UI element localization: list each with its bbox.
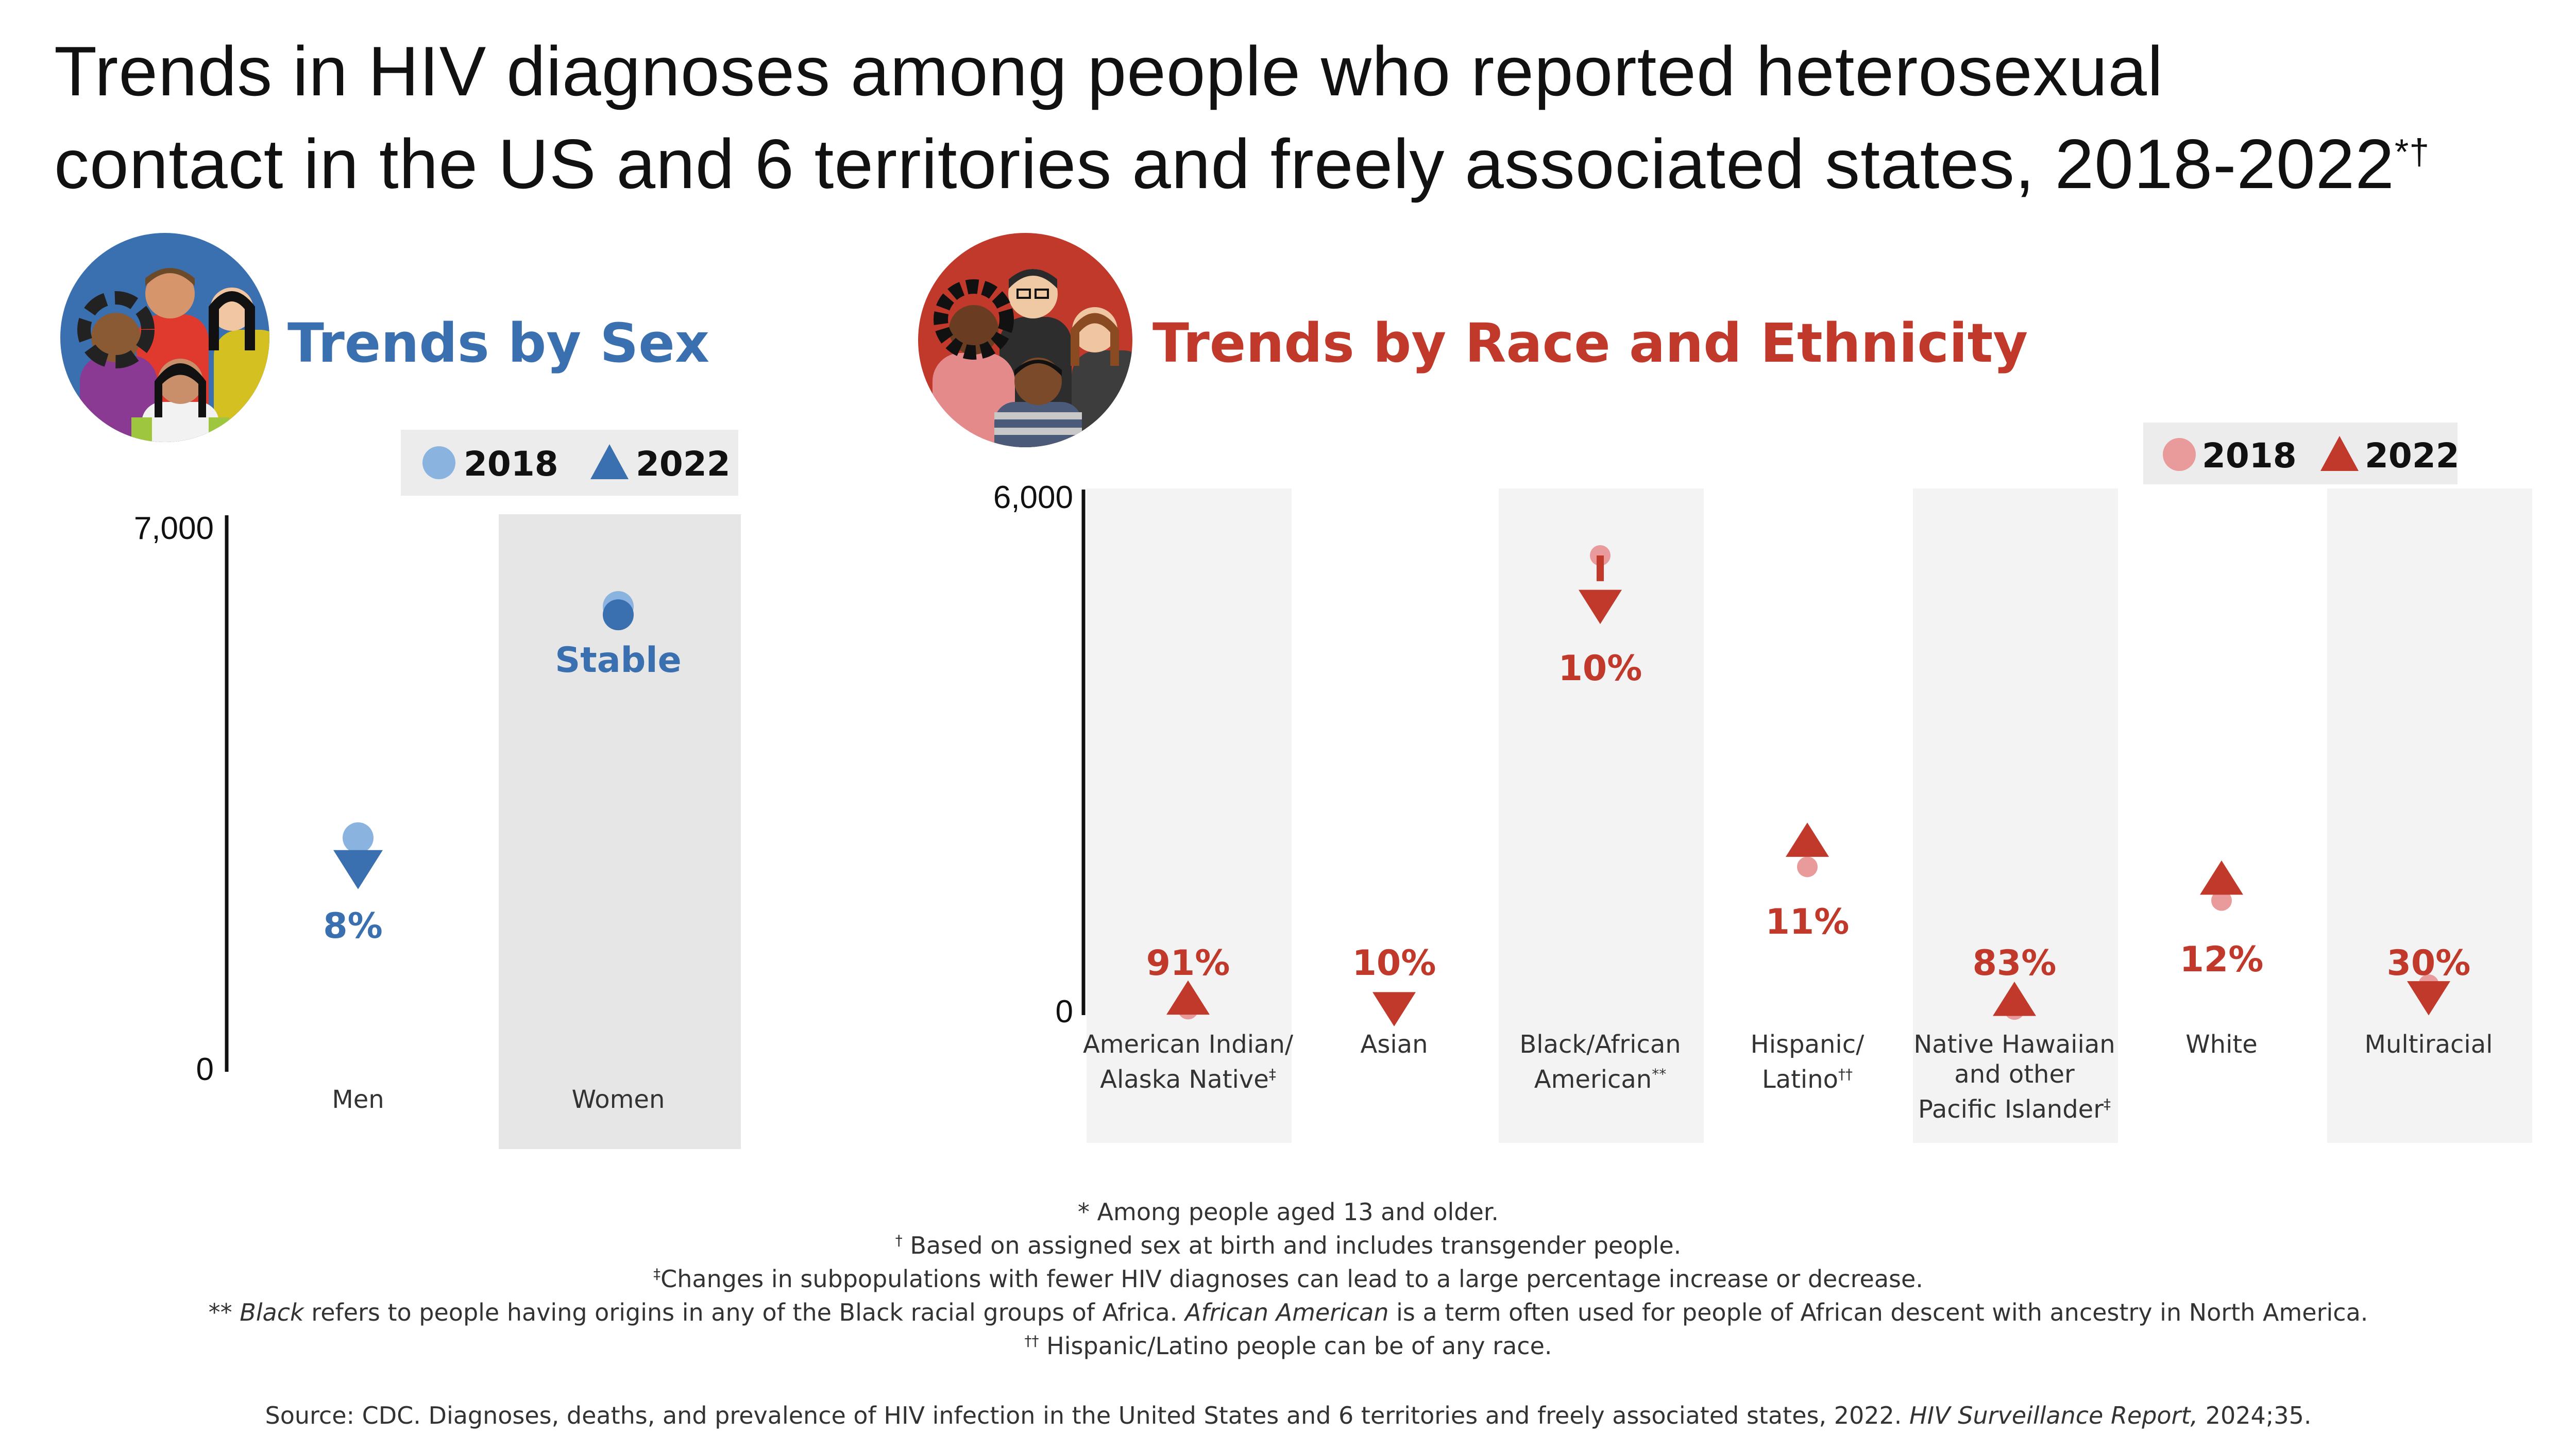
legend-2018-circle-icon [2163,438,2196,471]
group-people-icon [60,233,269,442]
data-point-2022 [1579,589,1622,625]
data-point-2022 [333,850,383,889]
category-band-background [1087,488,1292,1143]
category-footnote-mark: †† [1838,1066,1853,1083]
footnote-2-text: Based on assigned sex at birth and inclu… [902,1232,1682,1259]
footnote-1: * Among people aged 13 and older. [1077,1198,1499,1226]
legend-2022-triangle-icon [590,444,629,479]
trend-label: Stable [555,640,682,681]
category-label: Men [332,1085,384,1114]
page-title-line-2: contact in the US and 6 territories and … [54,124,2430,204]
category-label-line: Asian [1360,1030,1428,1059]
category-label-line: American** [1534,1065,1667,1094]
footnote-2: † Based on assigned sex at birth and inc… [0,1232,2576,1259]
data-point-2022 [1372,992,1416,1026]
footnote-4-text-a: refers to people having origins in any o… [303,1299,1185,1326]
trend-label: 83% [1972,943,2057,984]
footnote-3: ‡Changes in subpopulations with fewer HI… [0,1265,2576,1293]
category-footnote-mark: ‡ [2103,1095,2111,1112]
y-tick-label: 6,000 [993,480,1073,515]
footnote-4-text-b: is a term often used for people of Afric… [1388,1299,2368,1326]
trend-label: 91% [1146,943,1230,984]
trend-label: 10% [1352,943,1436,984]
category-label: Asian [1360,1030,1428,1059]
footnote-3-mark: ‡ [653,1265,661,1283]
footnote-3-text: Changes in subpopulations with fewer HIV… [660,1265,1923,1293]
category-label: Multiracial [2365,1030,2493,1059]
data-point-2022 [1166,980,1210,1015]
sex-section-title: Trends by Sex [287,312,709,375]
footnote-2-mark: † [895,1232,903,1249]
category-label: Black/African American** [1519,1030,1681,1094]
category-label: Women [571,1085,665,1114]
race-legend-2018-label: 2018 [2202,436,2297,476]
trend-label: 12% [2179,939,2264,981]
category-label-line: White [2185,1030,2258,1059]
diverse-people-icon [918,233,1132,447]
footnote-5-text: Hispanic/Latino people can be of any rac… [1039,1332,1552,1360]
category-label: White [2185,1030,2258,1059]
category-label-line: Multiracial [2364,1030,2493,1059]
data-point-2022 [2200,860,2243,895]
footnote-4-mark: ** [208,1299,240,1326]
race-legend-2022-label: 2022 [2365,436,2460,476]
category-label-line: Pacific Islander‡ [1918,1095,2111,1124]
race-section-title: Trends by Race and Ethnicity [1153,312,2028,375]
category-band-background [2327,488,2532,1143]
y-tick-label: 7,000 [133,511,214,546]
data-point-2022 [2407,981,2450,1016]
legend-2022-triangle-icon [2320,436,2359,471]
footnote-5-mark: †† [1024,1332,1039,1350]
sex-legend-2018-label: 2018 [464,444,558,484]
trend-label: 11% [1765,901,1850,942]
category-footnote-mark: ** [1652,1066,1667,1083]
category-label-line: and other [1954,1060,2075,1089]
data-point-2018 [1797,856,1818,878]
category-label-line: Alaska Native‡ [1100,1065,1276,1094]
category-footnote-mark: ‡ [1268,1066,1276,1083]
page-title-line-1: Trends in HIV diagnoses among people who… [54,32,2164,110]
data-point-2022 [1786,822,1829,857]
category-label-line: Native Hawaiian [1913,1030,2115,1059]
source-text: Source: CDC. Diagnoses, deaths, and prev… [265,1402,1910,1429]
category-label: American Indian/Alaska Native‡ [1083,1030,1293,1094]
footnote-4-term-black: Black [240,1299,304,1326]
trend-label: 10% [1558,648,1642,689]
source-citation: Source: CDC. Diagnoses, deaths, and prev… [0,1402,2576,1429]
trend-label: 30% [2386,943,2471,984]
title-footnote-marks: *† [2394,131,2430,172]
title-text: contact in the US and 6 territories and … [54,125,2395,203]
category-label-line: Latino†† [1761,1065,1853,1094]
category-label: Hispanic/Latino†† [1751,1030,1865,1094]
data-point-2022 [1993,982,2036,1016]
y-tick-label: 0 [196,1052,214,1087]
category-label: Native Hawaiian and other Pacific Islander… [1913,1030,2115,1124]
footnote-5: †† Hispanic/Latino people can be of any … [0,1332,2576,1360]
data-point-2022 [603,599,634,631]
trend-label: 8% [323,905,383,947]
category-band-background [1913,488,2118,1143]
data-point-2018 [343,822,374,853]
category-label-line: Hispanic/ [1750,1030,1865,1059]
source-year: 2024;35. [2198,1402,2312,1429]
sex-legend [401,430,738,496]
data-point-2018 [2211,890,2232,911]
category-label-line: Black/African [1519,1030,1681,1059]
source-report-title: HIV Surveillance Report, [1909,1402,2198,1429]
footnote-4: ** Black refers to people having origins… [0,1299,2576,1326]
sex-legend-2022-label: 2022 [636,444,731,484]
footnote-4-term-african-american: African American [1184,1299,1389,1326]
y-tick-label: 0 [1055,994,1073,1030]
category-label-line: American Indian/ [1082,1030,1294,1059]
legend-2018-circle-icon [422,446,455,479]
